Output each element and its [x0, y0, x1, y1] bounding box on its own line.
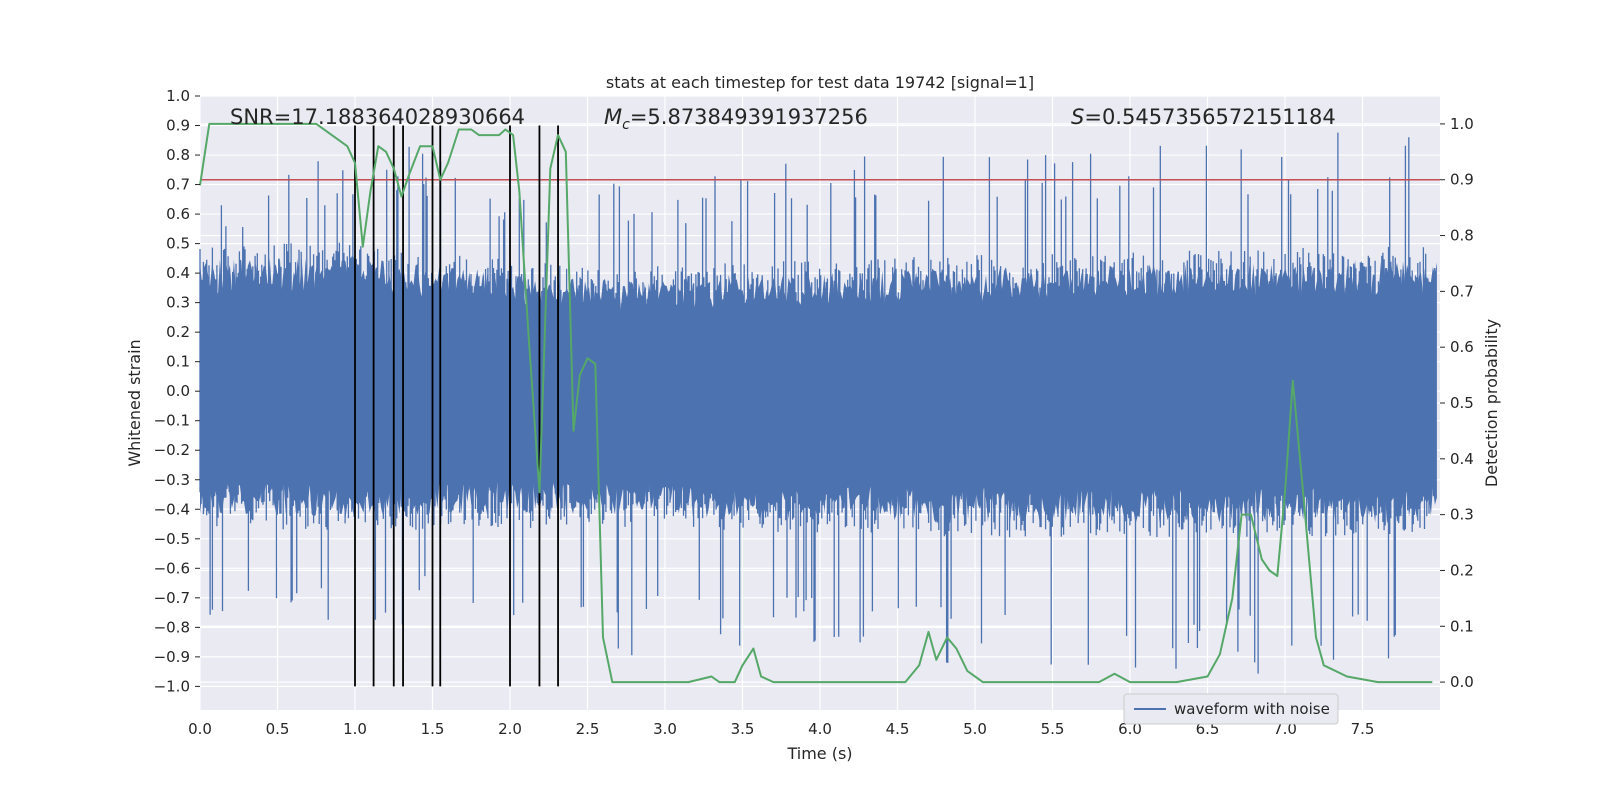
probability-series — [199, 122, 1433, 684]
y-tick-label-left: 0.5 — [166, 235, 190, 253]
y-tick-label-left: 1.0 — [166, 87, 190, 105]
x-tick-label: 4.5 — [886, 720, 910, 738]
y-tick-label-right: 0.3 — [1450, 506, 1474, 524]
y-tick-label-right: 0.5 — [1450, 394, 1474, 412]
x-tick-label: 0.5 — [266, 720, 290, 738]
y-tick-label-right: 0.2 — [1450, 561, 1474, 579]
y-axis-label-right: Detection probability — [1482, 319, 1501, 487]
chirp-mass-symbol: M — [604, 105, 622, 129]
x-axis-label: Time (s) — [786, 744, 852, 763]
s-value: =0.5457356572151184 — [1084, 105, 1335, 129]
x-tick-label: 3.0 — [653, 720, 677, 738]
legend-box — [1123, 693, 1339, 725]
legend-label: waveform with noise — [1174, 700, 1330, 718]
chirp-mass-annotation: Mc=5.873849391937256 — [604, 105, 868, 133]
y-tick-label-right: 0.9 — [1450, 171, 1474, 189]
y-tick-label-left: −1.0 — [154, 677, 190, 695]
y-tick-label-right: 0.8 — [1450, 227, 1474, 245]
y-tick-label-left: −0.3 — [154, 471, 190, 489]
chirp-mass-value: =5.873849391937256 — [630, 105, 868, 129]
probability-line — [199, 122, 1433, 684]
x-tick-label: 7.5 — [1351, 720, 1375, 738]
x-tick-label: 1.0 — [343, 720, 367, 738]
tick-labels: 0.0 0.5 1.0 1.5 2.0 2.5 3.0 3.5 4.0 4.5 5.0 5.5 6.0 6… — [154, 87, 1474, 738]
x-tick-label: 5.5 — [1041, 720, 1065, 738]
overlay-lines — [200, 125, 1440, 687]
chart-title: stats at each timestep for test data 197… — [606, 73, 1034, 92]
y-tick-label-left: −0.4 — [154, 500, 190, 518]
chirp-mass-subscript: c — [622, 117, 630, 133]
y-tick-label-left: −0.9 — [154, 648, 190, 666]
y-tick-label-right: 0.0 — [1450, 673, 1474, 691]
y-tick-label-left: −0.1 — [154, 412, 190, 430]
y-tick-label-right: 0.6 — [1450, 338, 1474, 356]
legend: waveform with noise — [1123, 693, 1339, 725]
y-tick-label-left: 0.1 — [166, 353, 190, 371]
waveform-spikes — [199, 132, 1437, 674]
y-tick-label-left: −0.2 — [154, 441, 190, 459]
y-tick-label-left: 0.2 — [166, 323, 190, 341]
y-tick-label-right: 1.0 — [1450, 115, 1474, 133]
y-tick-label-left: −0.7 — [154, 589, 190, 607]
y-tick-label-left: −0.6 — [154, 559, 190, 577]
y-tick-label-left: 0.3 — [166, 294, 190, 312]
x-tick-label: 1.5 — [421, 720, 445, 738]
y-tick-label-left: 0.8 — [166, 146, 190, 164]
y-tick-label-right: 0.4 — [1450, 450, 1474, 468]
s-annotation: S=0.5457356572151184 — [1071, 105, 1336, 129]
x-tick-label: 3.5 — [731, 720, 755, 738]
x-tick-label: 4.0 — [808, 720, 832, 738]
snr-annotation: SNR=17.188364028930664 — [230, 105, 525, 129]
x-tick-label: 0.0 — [188, 720, 212, 738]
y-tick-label-right: 0.1 — [1450, 617, 1474, 635]
y-tick-label-right: 0.7 — [1450, 282, 1474, 300]
x-tick-label: 2.5 — [576, 720, 600, 738]
y-tick-label-left: −0.5 — [154, 530, 190, 548]
x-tick-label: 2.0 — [498, 720, 522, 738]
y-tick-label-left: 0.7 — [166, 176, 190, 194]
y-tick-label-left: 0.6 — [166, 205, 190, 223]
y-axis-label-left: Whitened strain — [125, 339, 144, 466]
y-tick-label-left: 0.0 — [166, 382, 190, 400]
y-tick-label-left: 0.9 — [166, 117, 190, 135]
s-symbol: S — [1071, 105, 1084, 129]
y-tick-label-left: −0.8 — [154, 618, 190, 636]
x-tick-label: 5.0 — [963, 720, 987, 738]
y-tick-label-left: 0.4 — [166, 264, 190, 282]
